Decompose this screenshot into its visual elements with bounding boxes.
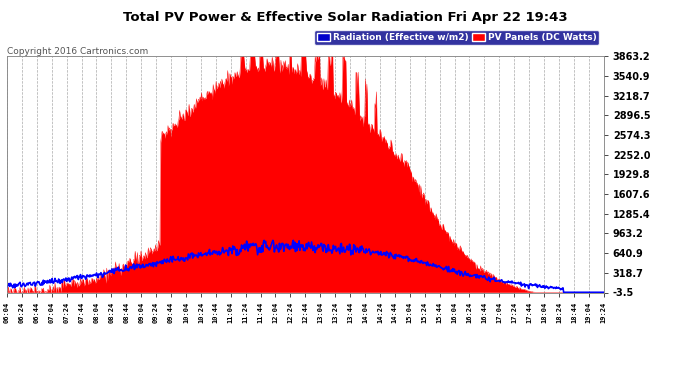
Text: Copyright 2016 Cartronics.com: Copyright 2016 Cartronics.com — [7, 47, 148, 56]
Legend: Radiation (Effective w/m2), PV Panels (DC Watts): Radiation (Effective w/m2), PV Panels (D… — [314, 30, 599, 45]
Text: Total PV Power & Effective Solar Radiation Fri Apr 22 19:43: Total PV Power & Effective Solar Radiati… — [123, 11, 567, 24]
